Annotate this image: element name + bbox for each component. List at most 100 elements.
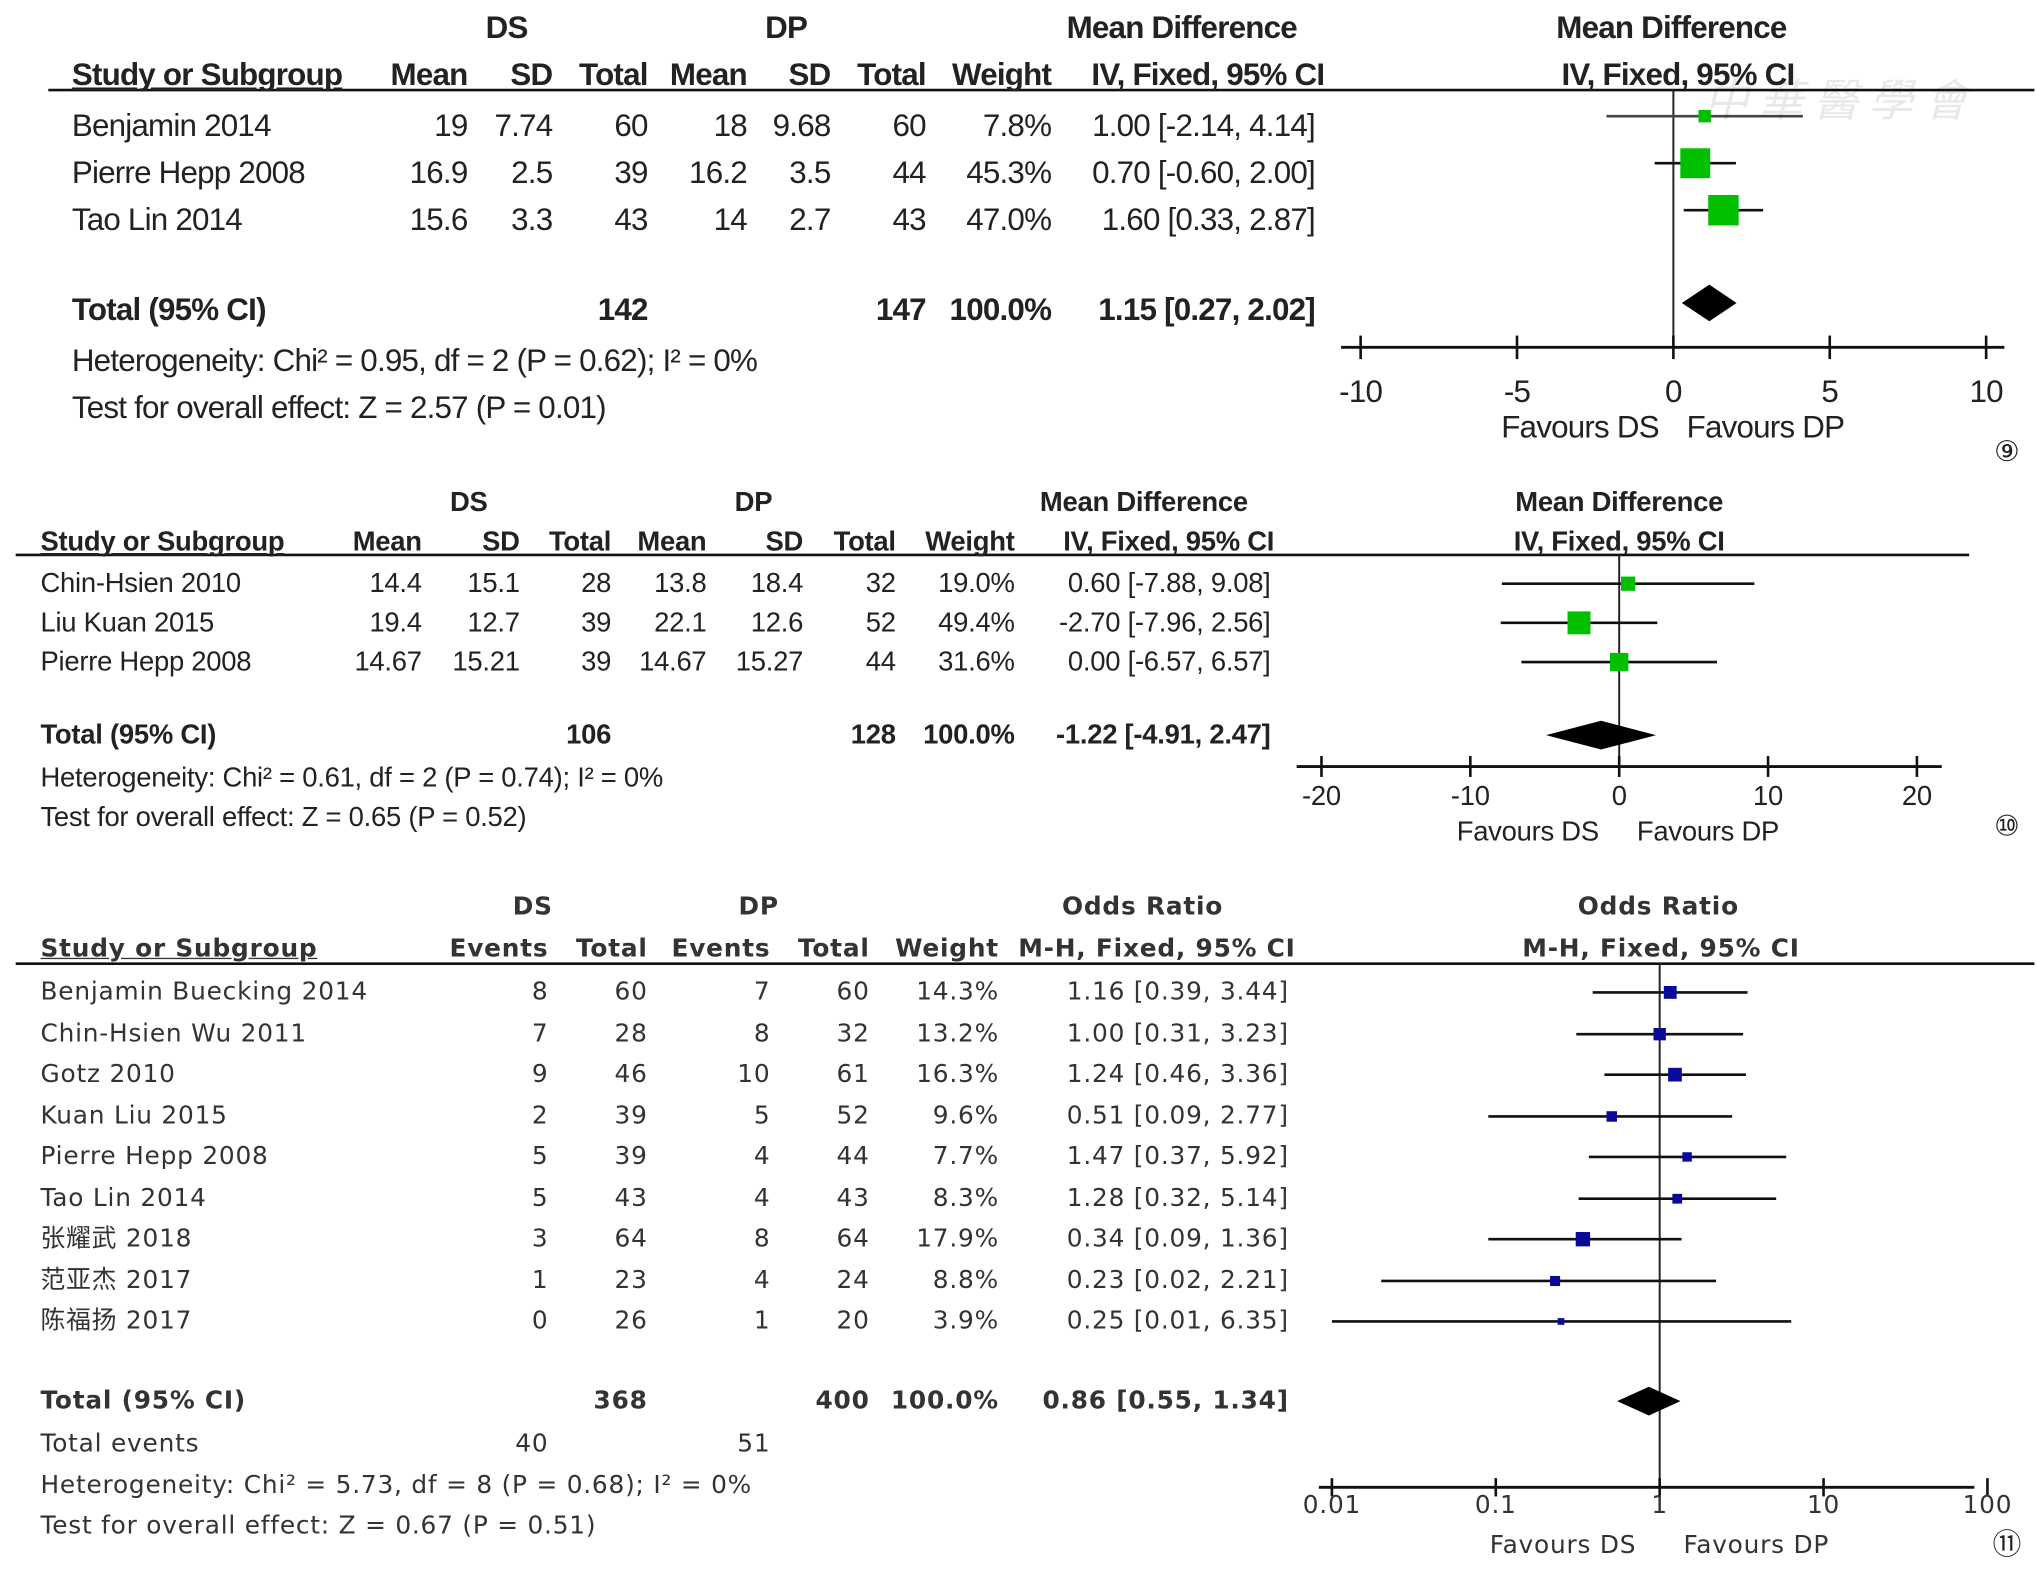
table-cell: 31.6%	[938, 647, 1015, 678]
column-header-study: Study or Subgroup	[71, 57, 343, 93]
table-cell: 4	[753, 1265, 771, 1295]
table-cell: 49.4%	[938, 607, 1015, 638]
table-cell: 15.27	[735, 647, 804, 678]
plot-title: Mean Difference	[1556, 10, 1787, 46]
column-header: Total	[857, 57, 926, 93]
table-cell: 15.6	[409, 202, 469, 238]
table-cell: 44	[892, 155, 927, 191]
column-header: SD	[788, 57, 832, 93]
table-cell: 4	[753, 1183, 771, 1213]
total-ci: -1.22 [-4.91, 2.47]	[1056, 720, 1271, 751]
group-label-dp: DP	[738, 892, 779, 922]
table-cell: 44	[865, 647, 896, 678]
table-cell: 23	[614, 1265, 648, 1295]
total-ds: 106	[566, 720, 612, 751]
table-cell: 43	[614, 202, 648, 238]
table-cell: 7	[531, 1019, 549, 1048]
study-name: Chin-Hsien 2010	[40, 568, 241, 599]
study-ci: 0.00 [-6.57, 6.57]	[1067, 647, 1271, 678]
table-cell: 61	[836, 1059, 870, 1089]
table-cell: 7.7%	[932, 1141, 999, 1171]
study-estimate-marker	[1610, 652, 1629, 672]
x-tick-label: 1	[1651, 1490, 1668, 1520]
favours-ds-label: Favours DS	[1456, 816, 1599, 847]
study-name: Liu Kuan 2015	[40, 607, 214, 638]
table-cell: 60	[614, 108, 648, 144]
table-cell: 3	[531, 1224, 549, 1253]
table-cell: 10	[737, 1059, 771, 1089]
pooled-estimate-diamond	[1681, 284, 1737, 322]
table-cell: 60	[614, 977, 648, 1007]
heterogeneity-text: Heterogeneity: Chi² = 0.95, df = 2 (P = …	[71, 343, 758, 379]
study-name: Benjamin 2014	[71, 108, 272, 144]
table-cell: 16.3%	[916, 1059, 999, 1089]
table-cell: 14	[713, 202, 748, 238]
column-header: SD	[765, 526, 804, 557]
table-cell: 46	[614, 1059, 648, 1089]
plot-method-header: M-H, Fixed, 95% CI	[1522, 934, 1800, 964]
study-ci: 1.00 [0.31, 3.23]	[1066, 1019, 1289, 1048]
column-header: SD	[482, 526, 520, 557]
overall-effect-text: Test for overall effect: Z = 0.65 (P = 0…	[40, 802, 527, 833]
table-cell: 18	[713, 108, 748, 144]
total-ci: 1.15 [0.27, 2.02]	[1098, 292, 1315, 328]
effect-measure-header: Mean Difference	[1066, 10, 1298, 46]
total-events-ds: 40	[515, 1429, 549, 1458]
x-tick-label: 10	[1753, 781, 1784, 812]
study-estimate-marker	[1575, 1232, 1591, 1247]
study-ci: 1.16 [0.39, 3.44]	[1066, 977, 1289, 1007]
x-tick-label: 10	[1806, 1490, 1841, 1520]
column-header: Total	[548, 526, 612, 557]
total-weight: 100.0%	[949, 292, 1052, 328]
study-estimate-marker	[1606, 1111, 1618, 1122]
effect-measure-header: Mean Difference	[1039, 487, 1248, 518]
total-ci: 0.86 [0.55, 1.34]	[1042, 1386, 1289, 1415]
table-cell: 9.68	[772, 108, 832, 144]
study-name: Chin-Hsien Wu 2011	[40, 1019, 307, 1048]
column-header: Total	[579, 57, 648, 93]
plot-title: Mean Difference	[1515, 487, 1724, 518]
group-label-ds: DS	[485, 10, 529, 46]
table-cell: 39	[581, 647, 612, 678]
study-name: Gotz 2010	[40, 1059, 176, 1089]
plot-method-header: IV, Fixed, 95% CI	[1513, 526, 1725, 557]
study-name: Kuan Liu 2015	[40, 1101, 228, 1131]
table-cell: 32	[865, 568, 896, 599]
column-header: Mean	[390, 57, 468, 93]
table-cell: 13.2%	[916, 1019, 999, 1048]
column-header: Mean	[637, 526, 707, 557]
x-tick-label: 20	[1901, 781, 1932, 812]
table-cell: 44	[836, 1141, 870, 1171]
study-name: Pierre Hepp 2008	[71, 155, 306, 191]
table-cell: 9	[531, 1059, 549, 1089]
overall-effect-text: Test for overall effect: Z = 0.67 (P = 0…	[40, 1511, 597, 1541]
total-dp: 147	[875, 292, 927, 328]
table-cell: 12.7	[467, 607, 520, 638]
study-name: 范亚杰 2017	[40, 1265, 193, 1295]
study-estimate-marker	[1567, 611, 1591, 635]
table-cell: 39	[614, 1101, 648, 1131]
total-dp: 400	[815, 1386, 870, 1415]
study-name: Benjamin Buecking 2014	[40, 977, 368, 1007]
table-cell: 60	[836, 977, 870, 1007]
column-header: Events	[671, 934, 771, 964]
heterogeneity-text: Heterogeneity: Chi² = 0.61, df = 2 (P = …	[40, 763, 664, 794]
table-cell: 16.9	[409, 155, 469, 191]
x-tick-label: 0.1	[1474, 1490, 1517, 1520]
study-estimate-marker	[1663, 985, 1677, 999]
column-header: Total	[833, 526, 896, 557]
table-cell: 43	[836, 1183, 870, 1213]
column-header: Mean	[352, 526, 422, 557]
table-cell: 3.3	[511, 202, 553, 238]
x-tick-label: -20	[1302, 781, 1341, 812]
total-dp: 128	[850, 720, 896, 751]
pooled-estimate-diamond	[1617, 1386, 1681, 1416]
x-tick-label: 0.01	[1302, 1490, 1362, 1520]
overall-effect-text: Test for overall effect: Z = 2.57 (P = 0…	[71, 390, 607, 426]
favours-ds-label: Favours DS	[1489, 1531, 1637, 1560]
total-weight: 100.0%	[890, 1386, 999, 1415]
table-cell: 15.1	[467, 568, 520, 599]
table-cell: 17.9%	[916, 1224, 999, 1253]
study-ci: 1.28 [0.32, 5.14]	[1066, 1183, 1289, 1213]
